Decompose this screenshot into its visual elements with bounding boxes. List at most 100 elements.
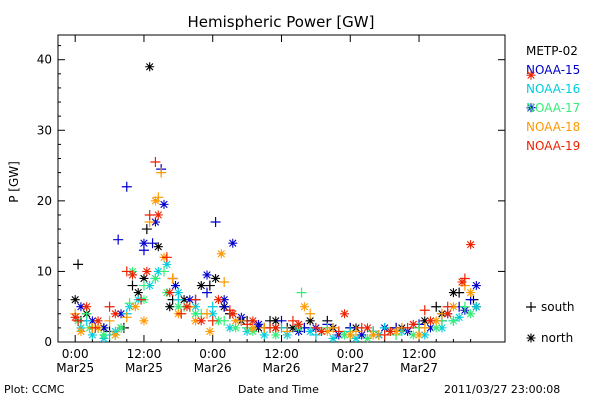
point-south — [73, 259, 84, 270]
point-north — [426, 323, 435, 333]
point-north — [196, 316, 206, 326]
legend-entry-noaa-19: NOAA-19 — [526, 139, 580, 153]
point-north — [191, 309, 201, 319]
point-north — [471, 281, 481, 291]
axes: 0102030400:00Mar2512:00Mar250:00Mar2612:… — [37, 35, 505, 375]
point-north — [431, 316, 441, 326]
point-south — [351, 326, 361, 337]
point-north — [248, 316, 258, 326]
point-south — [459, 301, 470, 312]
point-north — [130, 302, 140, 312]
point-north — [128, 270, 137, 280]
series-noaa-15 — [76, 164, 481, 340]
point-north — [87, 330, 97, 340]
point-south — [207, 315, 218, 326]
point-south — [113, 234, 124, 245]
x-tick-label-date: Mar26 — [194, 361, 232, 375]
point-south — [419, 322, 430, 333]
legend-symbol-south — [526, 302, 536, 312]
point-north — [76, 326, 86, 336]
point-south — [202, 287, 212, 298]
point-north — [159, 199, 169, 209]
point-north — [99, 323, 109, 333]
point-north — [414, 330, 424, 340]
y-tick-label: 20 — [37, 194, 52, 208]
point-south — [150, 157, 161, 168]
point-south — [161, 252, 172, 263]
point-north — [173, 302, 183, 312]
point-north — [471, 302, 481, 312]
point-south — [310, 322, 321, 333]
point-north — [228, 309, 238, 319]
legend-marker-north — [526, 103, 536, 113]
point-north — [457, 277, 467, 287]
point-south — [202, 308, 212, 319]
point-south — [90, 322, 101, 333]
point-north — [408, 319, 418, 329]
point-north — [305, 316, 315, 326]
point-south — [402, 322, 413, 333]
point-north — [165, 302, 175, 312]
point-north — [150, 273, 160, 283]
point-north — [162, 259, 172, 269]
point-north — [328, 333, 338, 343]
y-tick-label: 40 — [37, 53, 52, 67]
point-north — [362, 333, 372, 343]
point-south — [242, 319, 253, 330]
point-south — [159, 266, 170, 277]
x-tick-label-time: 12:00 — [402, 347, 437, 361]
point-north — [340, 330, 350, 340]
footer-left: Plot: CCMC — [4, 383, 65, 396]
legend-entry-noaa-15: NOAA-15 — [526, 63, 580, 77]
point-north — [248, 323, 258, 333]
y-tick-label: 10 — [37, 264, 52, 278]
point-north — [145, 281, 155, 291]
footer-center: Date and Time — [238, 383, 319, 396]
point-north — [288, 323, 298, 333]
point-south — [287, 315, 298, 326]
plot-area-frame — [57, 34, 506, 343]
point-north — [391, 326, 401, 336]
point-north — [448, 302, 458, 312]
point-north — [191, 316, 201, 326]
series-noaa-19 — [70, 157, 476, 340]
point-north — [208, 309, 218, 319]
point-south — [104, 301, 115, 312]
point-north — [271, 330, 281, 340]
point-north — [182, 302, 192, 312]
series-metp-02 — [70, 62, 481, 340]
point-north — [437, 323, 447, 333]
point-north — [351, 333, 361, 343]
point-south — [104, 315, 115, 326]
x-tick-label-time: 0:00 — [199, 347, 226, 361]
point-north — [110, 309, 120, 319]
point-north — [231, 323, 241, 333]
point-north — [454, 312, 464, 322]
point-north — [139, 316, 149, 326]
legend-marker-north — [526, 70, 536, 80]
point-north — [116, 323, 126, 333]
point-south — [147, 238, 158, 249]
point-north — [191, 302, 201, 312]
point-north — [150, 196, 160, 206]
x-tick-label-time: 0:00 — [337, 347, 364, 361]
chart-title: Hemispheric Power [GW] — [188, 13, 375, 31]
point-north — [305, 326, 315, 336]
y-tick-label: 30 — [37, 123, 52, 137]
point-north — [420, 316, 430, 326]
point-north — [322, 326, 332, 336]
point-north — [357, 330, 367, 340]
point-north — [420, 330, 430, 340]
x-tick-label-date: Mar27 — [331, 361, 369, 375]
point-south — [210, 217, 221, 228]
point-north — [211, 273, 221, 283]
legend-entry-noaa-17: NOAA-17 — [526, 101, 580, 115]
point-north — [219, 295, 229, 305]
point-south — [431, 301, 442, 312]
footer-right: 2011/03/27 23:00:08 — [444, 383, 561, 396]
point-north — [76, 302, 86, 312]
point-north — [271, 323, 281, 333]
point-north — [431, 323, 441, 333]
point-north — [165, 288, 175, 298]
point-north — [466, 309, 476, 319]
